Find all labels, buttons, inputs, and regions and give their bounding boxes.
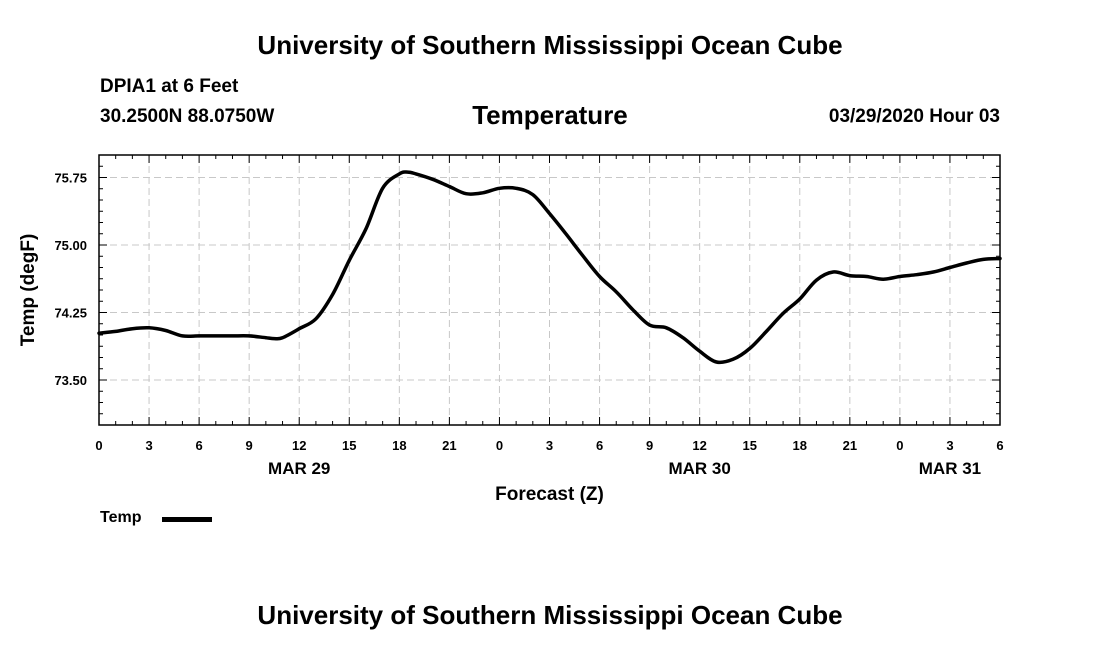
x-tick-label: 6 xyxy=(596,438,603,453)
x-tick-label: 12 xyxy=(692,438,706,453)
y-tick-label: 73.50 xyxy=(54,373,87,388)
x-tick-label: 21 xyxy=(843,438,857,453)
day-label: MAR 29 xyxy=(268,459,330,478)
temp-series-line xyxy=(97,170,1002,365)
legend-swatch xyxy=(162,517,212,522)
coordinates-label: 30.2500N 88.0750W xyxy=(100,106,275,127)
x-tick-label: 6 xyxy=(195,438,202,453)
y-tick-label: 74.25 xyxy=(54,306,87,321)
x-tick-label: 15 xyxy=(342,438,356,453)
x-tick-label: 3 xyxy=(946,438,953,453)
forecast-datetime: 03/29/2020 Hour 03 xyxy=(828,106,1000,127)
x-tick-label: 6 xyxy=(996,438,1003,453)
x-tick-label: 0 xyxy=(496,438,503,453)
x-tick-label: 12 xyxy=(292,438,306,453)
y-tick-label: 75.75 xyxy=(54,171,87,186)
station-label: DPIA1 at 6 Feet xyxy=(100,76,239,97)
day-label: MAR 31 xyxy=(919,459,981,478)
x-tick-label: 9 xyxy=(246,438,253,453)
x-tick-label: 0 xyxy=(896,438,903,453)
page-title: University of Southern Mississippi Ocean… xyxy=(257,30,843,60)
day-label: MAR 30 xyxy=(668,459,730,478)
footer-title: University of Southern Mississippi Ocean… xyxy=(257,600,843,630)
x-tick-label: 18 xyxy=(392,438,406,453)
chart-title: Temperature xyxy=(472,100,628,130)
x-tick-label: 9 xyxy=(646,438,653,453)
x-tick-label: 3 xyxy=(145,438,152,453)
x-tick-label: 21 xyxy=(442,438,456,453)
y-tick-label: 75.00 xyxy=(54,238,87,253)
x-tick-label: 3 xyxy=(546,438,553,453)
legend-label: Temp xyxy=(100,509,142,526)
x-tick-label: 0 xyxy=(95,438,102,453)
x-axis-title: Forecast (Z) xyxy=(495,484,604,505)
x-tick-label: 15 xyxy=(742,438,756,453)
x-tick-label: 18 xyxy=(793,438,807,453)
y-axis-title: Temp (degF) xyxy=(18,234,39,347)
